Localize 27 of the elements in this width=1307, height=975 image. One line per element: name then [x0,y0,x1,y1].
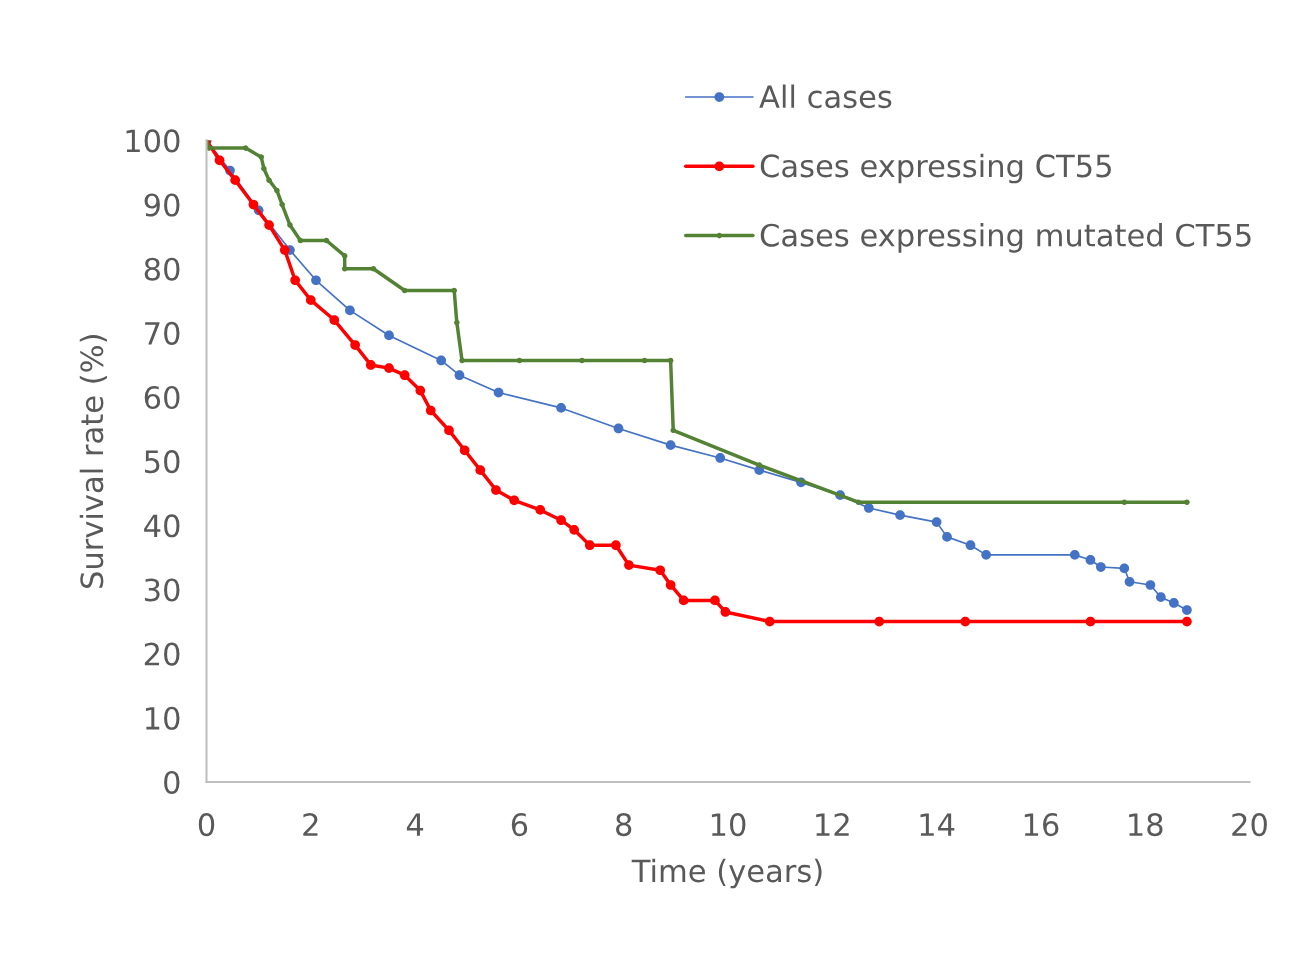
y-tick-label: 30 [144,578,180,602]
y-axis-title: Survival rate (%) [79,335,107,588]
x-axis-title: Time (years) [631,858,822,889]
x-tick-label: 4 [406,813,424,836]
y-tick-label: 0 [164,770,180,794]
x-tick-label: 0 [198,813,215,837]
x-tick-label: 14 [920,813,955,836]
x-tick-label: 10 [711,813,746,837]
legend-label: All cases [759,84,892,109]
y-tick-label: 70 [145,321,180,345]
x-tick-label: 12 [816,813,849,836]
y-tick-label: 10 [145,706,180,730]
y-tick-label: 50 [144,450,180,474]
y-tick-label: 20 [144,642,180,666]
x-tick-label: 8 [616,813,632,837]
y-tick-label: 40 [144,514,180,538]
x-tick-label: 18 [1129,813,1163,837]
x-tick-label: 6 [511,813,528,837]
legend-label: Cases expressing CT55 [760,153,1111,184]
x-tick-label: 2 [303,813,318,836]
x-tick-label: 20 [1232,813,1267,837]
y-tick-label: 90 [144,193,180,217]
y-tick-label: 60 [144,385,180,410]
y-tick-label: 100 [126,129,180,153]
legend-label: Cases expressing mutated CT55 [760,223,1251,253]
y-tick-label: 80 [144,257,180,281]
x-tick-label: 16 [1024,813,1059,837]
